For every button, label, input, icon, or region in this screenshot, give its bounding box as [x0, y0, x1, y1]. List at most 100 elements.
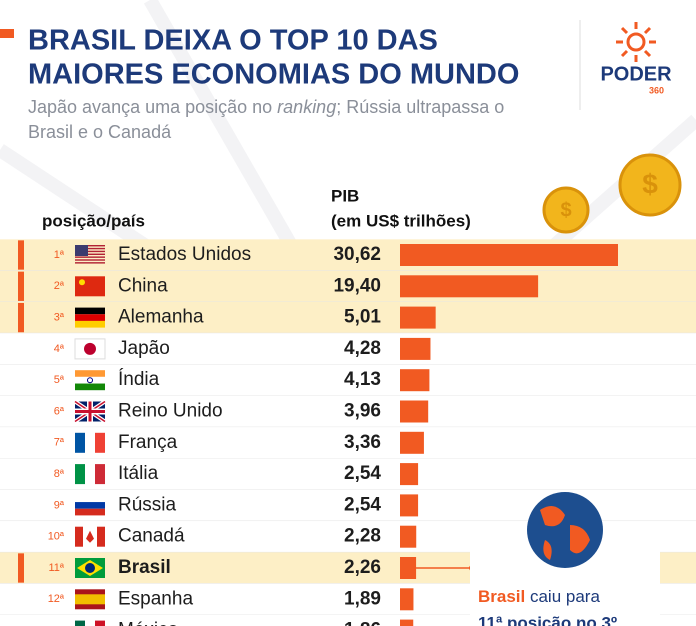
svg-text:$: $ — [560, 199, 571, 221]
bar — [400, 337, 431, 360]
country-label: Índia — [118, 369, 160, 390]
bar — [400, 244, 618, 266]
flag — [75, 620, 105, 626]
annotation: Brasil caiu para 11ª posição no 3º — [412, 492, 660, 626]
row-background — [0, 395, 696, 428]
annotation-part: caiu para — [525, 587, 600, 606]
country-label: Estados Unidos — [118, 244, 251, 265]
annotation-highlight: Brasil — [478, 587, 525, 606]
column-header: posição/país — [42, 211, 145, 230]
bar — [400, 400, 429, 423]
logo-name: PODER — [600, 63, 672, 85]
svg-text:$: $ — [642, 168, 658, 199]
flag — [75, 526, 105, 547]
position-label: 8ª — [54, 468, 65, 480]
bar — [400, 588, 414, 611]
flag — [75, 495, 105, 516]
flag — [75, 589, 105, 610]
column-header: (em US$ trilhões) — [331, 211, 471, 230]
country-label: Canadá — [118, 526, 185, 547]
flag-part — [85, 432, 95, 453]
row-marker — [18, 302, 24, 333]
flag-part — [75, 410, 105, 413]
flag-part — [95, 432, 105, 453]
flag — [75, 464, 105, 485]
value-label: 4,28 — [344, 338, 381, 359]
flag-part — [75, 320, 105, 328]
bar — [400, 525, 417, 548]
flag — [75, 370, 105, 391]
country-label: Japão — [118, 338, 170, 359]
country-label: França — [118, 432, 178, 453]
flag-part — [95, 620, 105, 626]
flag-part — [85, 464, 95, 485]
subtitle-part: ; Rússia ultrapassa o — [336, 97, 504, 117]
value-label: 30,62 — [333, 244, 381, 265]
bar — [400, 463, 419, 486]
row-background — [0, 614, 696, 626]
flag-part — [75, 620, 85, 626]
title: MAIORES ECONOMIAS DO MUNDO — [28, 59, 519, 91]
flag-part — [79, 279, 85, 286]
subtitle: Brasil e o Canadá — [28, 122, 172, 142]
flag-part — [75, 526, 83, 547]
value-label: 2,54 — [344, 463, 381, 484]
bar — [400, 431, 424, 454]
row-background — [0, 458, 696, 490]
value-label: 2,28 — [344, 526, 381, 547]
country-label: China — [118, 275, 168, 296]
country-label: Alemanha — [118, 307, 204, 328]
row-background — [0, 333, 696, 365]
position-label: 9ª — [54, 499, 65, 511]
coins: $ $ — [542, 153, 682, 234]
value-label: 2,54 — [344, 494, 381, 515]
subtitle-part: Japão avança uma posição no — [28, 97, 277, 117]
flag-part — [75, 245, 105, 247]
position-label: 10ª — [48, 531, 65, 543]
country-label: México — [118, 620, 178, 626]
flag-part — [75, 262, 105, 264]
value-label: 3,96 — [344, 401, 381, 422]
flag-part — [75, 247, 105, 250]
flag-part — [75, 250, 105, 253]
value-label: 5,01 — [344, 307, 381, 328]
row-background — [0, 301, 696, 334]
value-label: 2,26 — [344, 557, 381, 578]
flag-part — [97, 526, 105, 547]
flag-part — [75, 370, 105, 377]
position-label: 6ª — [54, 405, 65, 417]
flag — [75, 558, 105, 578]
flag — [74, 338, 106, 360]
flag-part — [75, 245, 88, 256]
logo-sun — [616, 22, 656, 62]
country-label: Brasil — [118, 557, 171, 578]
bar — [400, 557, 417, 579]
title-marker — [0, 29, 14, 38]
flag-part — [87, 377, 93, 384]
flag — [73, 399, 107, 424]
row-marker — [18, 553, 24, 583]
flag-part — [75, 253, 105, 255]
bar — [400, 275, 539, 298]
row-marker — [18, 240, 24, 270]
bar — [400, 306, 436, 329]
value-label: 3,36 — [344, 432, 381, 453]
flag-part — [75, 314, 105, 321]
value-label: 1,89 — [344, 588, 381, 609]
flag-part — [84, 342, 96, 355]
flag-part — [75, 508, 105, 516]
flag-part — [95, 464, 105, 485]
country-label: Rússia — [118, 494, 177, 515]
country-label: Espanha — [118, 588, 193, 609]
position-label: 13ª — [48, 625, 65, 626]
flag-part — [75, 502, 105, 509]
row-background — [0, 427, 696, 459]
flag-part — [75, 594, 105, 605]
position-label: 11ª — [49, 562, 65, 574]
flag-part — [85, 563, 95, 573]
flag-part — [85, 620, 95, 626]
flag — [75, 276, 105, 297]
row-background — [0, 270, 696, 302]
